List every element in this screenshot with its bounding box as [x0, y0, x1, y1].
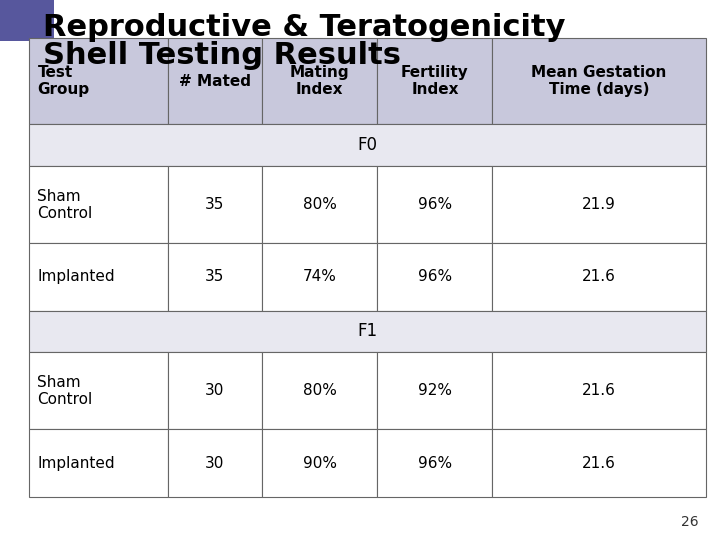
Text: 96%: 96%	[418, 269, 452, 285]
Text: Shell Testing Results: Shell Testing Results	[43, 40, 401, 70]
Bar	[377, 353, 492, 429]
Text: 26: 26	[681, 515, 698, 529]
Text: 92%: 92%	[418, 383, 452, 399]
Bar	[262, 38, 377, 124]
Text: 96%: 96%	[418, 197, 452, 212]
Bar	[377, 38, 492, 124]
Text: Reproductive & Teratogenicity: Reproductive & Teratogenicity	[43, 14, 566, 43]
Text: Sham
Control: Sham Control	[37, 375, 93, 407]
Bar	[168, 243, 262, 310]
Bar	[377, 166, 492, 243]
Text: Sham
Control: Sham Control	[37, 188, 93, 221]
Text: 35: 35	[205, 197, 225, 212]
Text: # Mated: # Mated	[179, 73, 251, 89]
Text: F1: F1	[357, 322, 377, 341]
Text: Fertility
Index: Fertility Index	[401, 65, 469, 97]
Bar	[29, 429, 168, 497]
Bar	[29, 243, 168, 310]
Text: 30: 30	[205, 383, 225, 399]
Bar	[168, 166, 262, 243]
Bar	[262, 429, 377, 497]
Text: 30: 30	[205, 456, 225, 470]
Bar	[262, 166, 377, 243]
Text: Mean Gestation
Time (days): Mean Gestation Time (days)	[531, 65, 667, 97]
Text: Mating
Index: Mating Index	[290, 65, 350, 97]
Bar	[29, 166, 168, 243]
Text: 74%: 74%	[303, 269, 337, 285]
Bar	[168, 353, 262, 429]
Text: 80%: 80%	[303, 197, 337, 212]
Bar	[29, 124, 706, 166]
Text: 90%: 90%	[303, 456, 337, 470]
Bar	[492, 429, 706, 497]
Bar	[492, 243, 706, 310]
Text: 96%: 96%	[418, 456, 452, 470]
Text: Implanted: Implanted	[37, 269, 115, 285]
Bar	[377, 429, 492, 497]
Text: 80%: 80%	[303, 383, 337, 399]
Text: 21.6: 21.6	[582, 269, 616, 285]
Bar	[262, 243, 377, 310]
Bar	[168, 429, 262, 497]
Bar	[492, 166, 706, 243]
Text: 21.9: 21.9	[582, 197, 616, 212]
Bar	[0, 0, 54, 40]
Bar	[29, 38, 168, 124]
Bar	[262, 353, 377, 429]
Text: 21.6: 21.6	[582, 383, 616, 399]
Text: Test
Group: Test Group	[37, 65, 89, 97]
Bar	[29, 310, 706, 353]
Bar	[29, 353, 168, 429]
Bar	[492, 353, 706, 429]
Text: Implanted: Implanted	[37, 456, 115, 470]
Text: 21.6: 21.6	[582, 456, 616, 470]
Bar	[492, 38, 706, 124]
Bar	[377, 243, 492, 310]
Text: 35: 35	[205, 269, 225, 285]
Bar	[168, 38, 262, 124]
Text: F0: F0	[357, 136, 377, 154]
